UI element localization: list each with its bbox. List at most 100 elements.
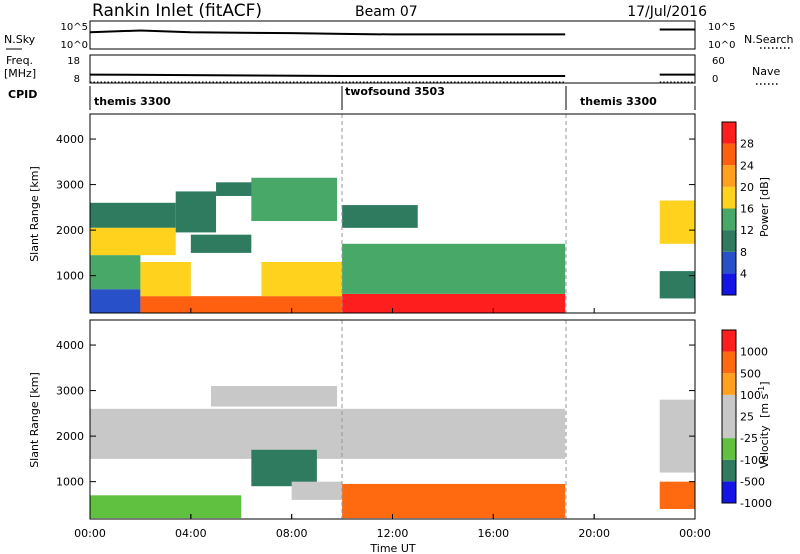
nsky-right-tick-bottom: 10^0 bbox=[708, 40, 735, 51]
power-cell bbox=[90, 289, 141, 313]
nsearch-label: N.Search bbox=[744, 33, 794, 46]
velocity-regions bbox=[90, 386, 695, 519]
velocity-label-exp: -1 bbox=[757, 386, 766, 394]
colorbar-swatch bbox=[722, 351, 736, 374]
x-tick-label: 16:00 bbox=[477, 527, 509, 540]
colorbar-swatch bbox=[722, 273, 736, 295]
colorbar-tick-label: -100 bbox=[740, 454, 765, 467]
x-axis-label: Time UT bbox=[369, 542, 415, 554]
velocity-y-ticks: 1000 2000 3000 4000 bbox=[56, 339, 695, 489]
nsky-frame bbox=[89, 20, 696, 50]
cpid-segment-3: themis 3300 bbox=[580, 95, 657, 108]
freq-left-tick-bottom: 8 bbox=[74, 74, 80, 85]
y-tick-label: 4000 bbox=[56, 339, 84, 352]
power-cell bbox=[342, 243, 566, 294]
cpid-label: CPID bbox=[8, 88, 37, 101]
nave-right-tick-top: 60 bbox=[712, 56, 725, 67]
velocity-ylabel: Slant Range [km] bbox=[28, 372, 41, 468]
cpid-strip: CPID themis 3300 twofsound 3503 themis 3… bbox=[8, 85, 696, 110]
power-y-ticks: 1000 2000 3000 4000 bbox=[56, 133, 695, 283]
power-cell bbox=[261, 261, 343, 297]
colorbar-swatch bbox=[722, 230, 736, 252]
colorbar-swatch bbox=[722, 438, 736, 460]
nsky-trace bbox=[89, 29, 566, 36]
colorbar-frame bbox=[721, 121, 737, 296]
x-tick-label: 08:00 bbox=[276, 527, 308, 540]
velocity-cell bbox=[291, 481, 343, 500]
colorbar-tick-label: 1000 bbox=[740, 346, 768, 359]
nsky-left-tick-top: 10^5 bbox=[61, 22, 88, 33]
power-cell bbox=[140, 296, 343, 313]
colorbar-tick-label: 20 bbox=[740, 181, 754, 194]
cpid-segment-1: themis 3300 bbox=[94, 95, 171, 108]
x-tick-label: 00:00 bbox=[679, 527, 711, 540]
freq-left-tick-top: 18 bbox=[67, 56, 80, 67]
y-tick-label: 3000 bbox=[56, 179, 84, 192]
velocity-cell bbox=[342, 483, 566, 519]
power-regions bbox=[90, 177, 695, 313]
colorbar-tick-label: 500 bbox=[740, 367, 761, 380]
colorbar-tick-label: 24 bbox=[740, 159, 754, 172]
velocity-colorbar: 1000 500 100 25 -25 -100 -500 -1000 bbox=[721, 329, 772, 510]
power-cell bbox=[90, 255, 141, 290]
velocity-panel: 1000 2000 3000 4000 Slant Range [km] 1000 50… bbox=[28, 319, 772, 520]
y-tick-label: 3000 bbox=[56, 385, 84, 398]
colorbar-tick-label: -500 bbox=[740, 475, 765, 488]
nsky-panel: N.Sky 10^5 10^0 10^5 10^0 N.Search bbox=[4, 20, 794, 51]
freq-unit-label: [MHz] bbox=[4, 67, 36, 80]
x-tick-label: 12:00 bbox=[377, 527, 409, 540]
colorbar-swatch bbox=[722, 165, 736, 187]
power-cell bbox=[342, 205, 418, 228]
colorbar-tick-label: 100 bbox=[740, 389, 761, 402]
velocity-cell bbox=[342, 408, 566, 459]
colorbar-tick-label: 16 bbox=[740, 203, 754, 216]
colorbar-swatch bbox=[722, 394, 736, 417]
colorbar-swatch bbox=[722, 459, 736, 482]
velocity-cell bbox=[90, 495, 242, 519]
y-tick-label: 1000 bbox=[56, 476, 84, 489]
colorbar-tick-label: 12 bbox=[740, 224, 754, 237]
nave-label: Nave bbox=[752, 65, 780, 78]
colorbar-swatch bbox=[722, 208, 736, 231]
power-cell bbox=[175, 191, 217, 233]
beam-label: Beam 07 bbox=[355, 4, 418, 20]
y-tick-label: 2000 bbox=[56, 430, 84, 443]
colorbar-swatch bbox=[722, 330, 736, 352]
nsky-right-tick-top: 10^5 bbox=[708, 22, 735, 33]
power-cell bbox=[342, 293, 566, 313]
velocity-cell bbox=[251, 449, 317, 487]
x-tick-label: 00:00 bbox=[74, 527, 106, 540]
power-cell bbox=[140, 261, 191, 297]
velocity-scale-label: Velocity [m s-1] bbox=[757, 381, 771, 468]
date-label: 17/Jul/2016 bbox=[627, 4, 707, 20]
colorbar-swatch bbox=[722, 481, 736, 503]
nsky-traces bbox=[89, 28, 695, 36]
colorbar-swatch bbox=[722, 373, 736, 395]
power-scale-label: Power [dB] bbox=[758, 177, 771, 237]
figure-title: Rankin Inlet (fitACF) bbox=[92, 1, 262, 21]
velocity-label-main: Velocity bbox=[758, 425, 771, 469]
freq-panel: Freq. [MHz] 18 8 60 0 Nave bbox=[4, 54, 780, 85]
power-ylabel: Slant Range [km] bbox=[28, 166, 41, 262]
nave-right-tick-bottom: 0 bbox=[712, 74, 718, 85]
freq-frame bbox=[89, 54, 696, 84]
colorbar-swatch bbox=[722, 122, 736, 144]
y-tick-label: 4000 bbox=[56, 133, 84, 146]
power-cell bbox=[659, 200, 695, 244]
colorbar-swatch bbox=[722, 251, 736, 274]
x-tick-label: 20:00 bbox=[578, 527, 610, 540]
nsky-left-tick-bottom: 10^0 bbox=[61, 40, 88, 51]
power-colorbar: 4 8 12 16 20 24 28 bbox=[721, 121, 754, 296]
colorbar-frame bbox=[721, 329, 737, 504]
freq-traces bbox=[89, 73, 695, 83]
velocity-cell bbox=[659, 481, 695, 509]
velocity-label-unit: [m s bbox=[758, 393, 771, 418]
power-cell bbox=[251, 177, 338, 222]
colorbar-swatch bbox=[722, 416, 736, 439]
velocity-cell bbox=[211, 386, 338, 407]
velocity-label-close: ] bbox=[758, 381, 771, 385]
x-tick-label: 04:00 bbox=[175, 527, 207, 540]
colorbar-swatch bbox=[722, 186, 736, 209]
colorbar-tick-label: 25 bbox=[740, 411, 754, 424]
